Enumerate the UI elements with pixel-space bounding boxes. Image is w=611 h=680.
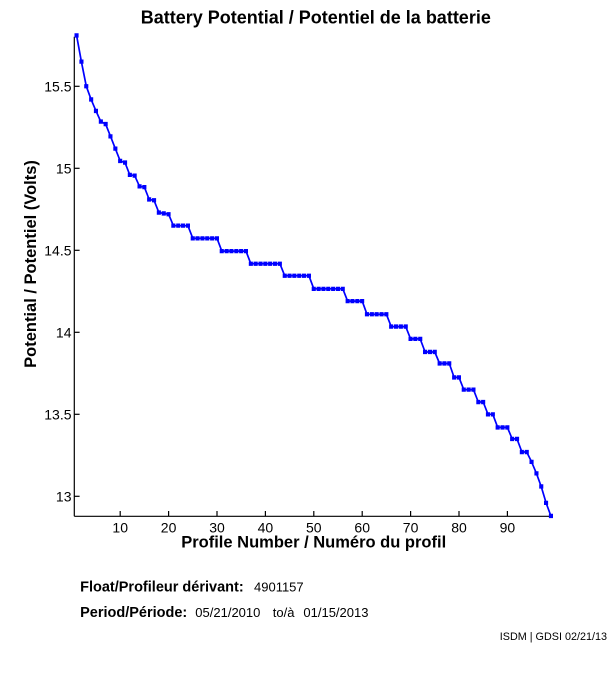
svg-text:80: 80 <box>451 520 467 536</box>
svg-text:Float/Profileur dérivant:49011: Float/Profileur dérivant: 4901157 <box>80 580 304 596</box>
svg-text:14: 14 <box>56 325 72 341</box>
svg-text:Battery Potential / Potentiel: Battery Potential / Potentiel de la batt… <box>141 7 491 27</box>
svg-text:13.5: 13.5 <box>44 407 71 423</box>
svg-text:30: 30 <box>209 520 225 536</box>
svg-text:60: 60 <box>354 520 370 536</box>
svg-text:13: 13 <box>56 489 72 505</box>
svg-text:20: 20 <box>161 520 177 536</box>
svg-text:90: 90 <box>500 520 516 536</box>
svg-text:15.5: 15.5 <box>44 79 71 95</box>
svg-text:ISDM | GDSI 02/21/13: ISDM | GDSI 02/21/13 <box>500 631 607 643</box>
svg-text:Profile Number / Numéro du pro: Profile Number / Numéro du profil <box>181 533 446 551</box>
svg-text:15: 15 <box>56 161 72 177</box>
svg-text:Potential / Potentiel (Volts): Potential / Potentiel (Volts) <box>22 160 40 368</box>
svg-text:40: 40 <box>258 520 274 536</box>
svg-text:10: 10 <box>112 520 128 536</box>
svg-text:70: 70 <box>403 520 419 536</box>
svg-text:14.5: 14.5 <box>44 243 71 259</box>
svg-text:50: 50 <box>306 520 322 536</box>
